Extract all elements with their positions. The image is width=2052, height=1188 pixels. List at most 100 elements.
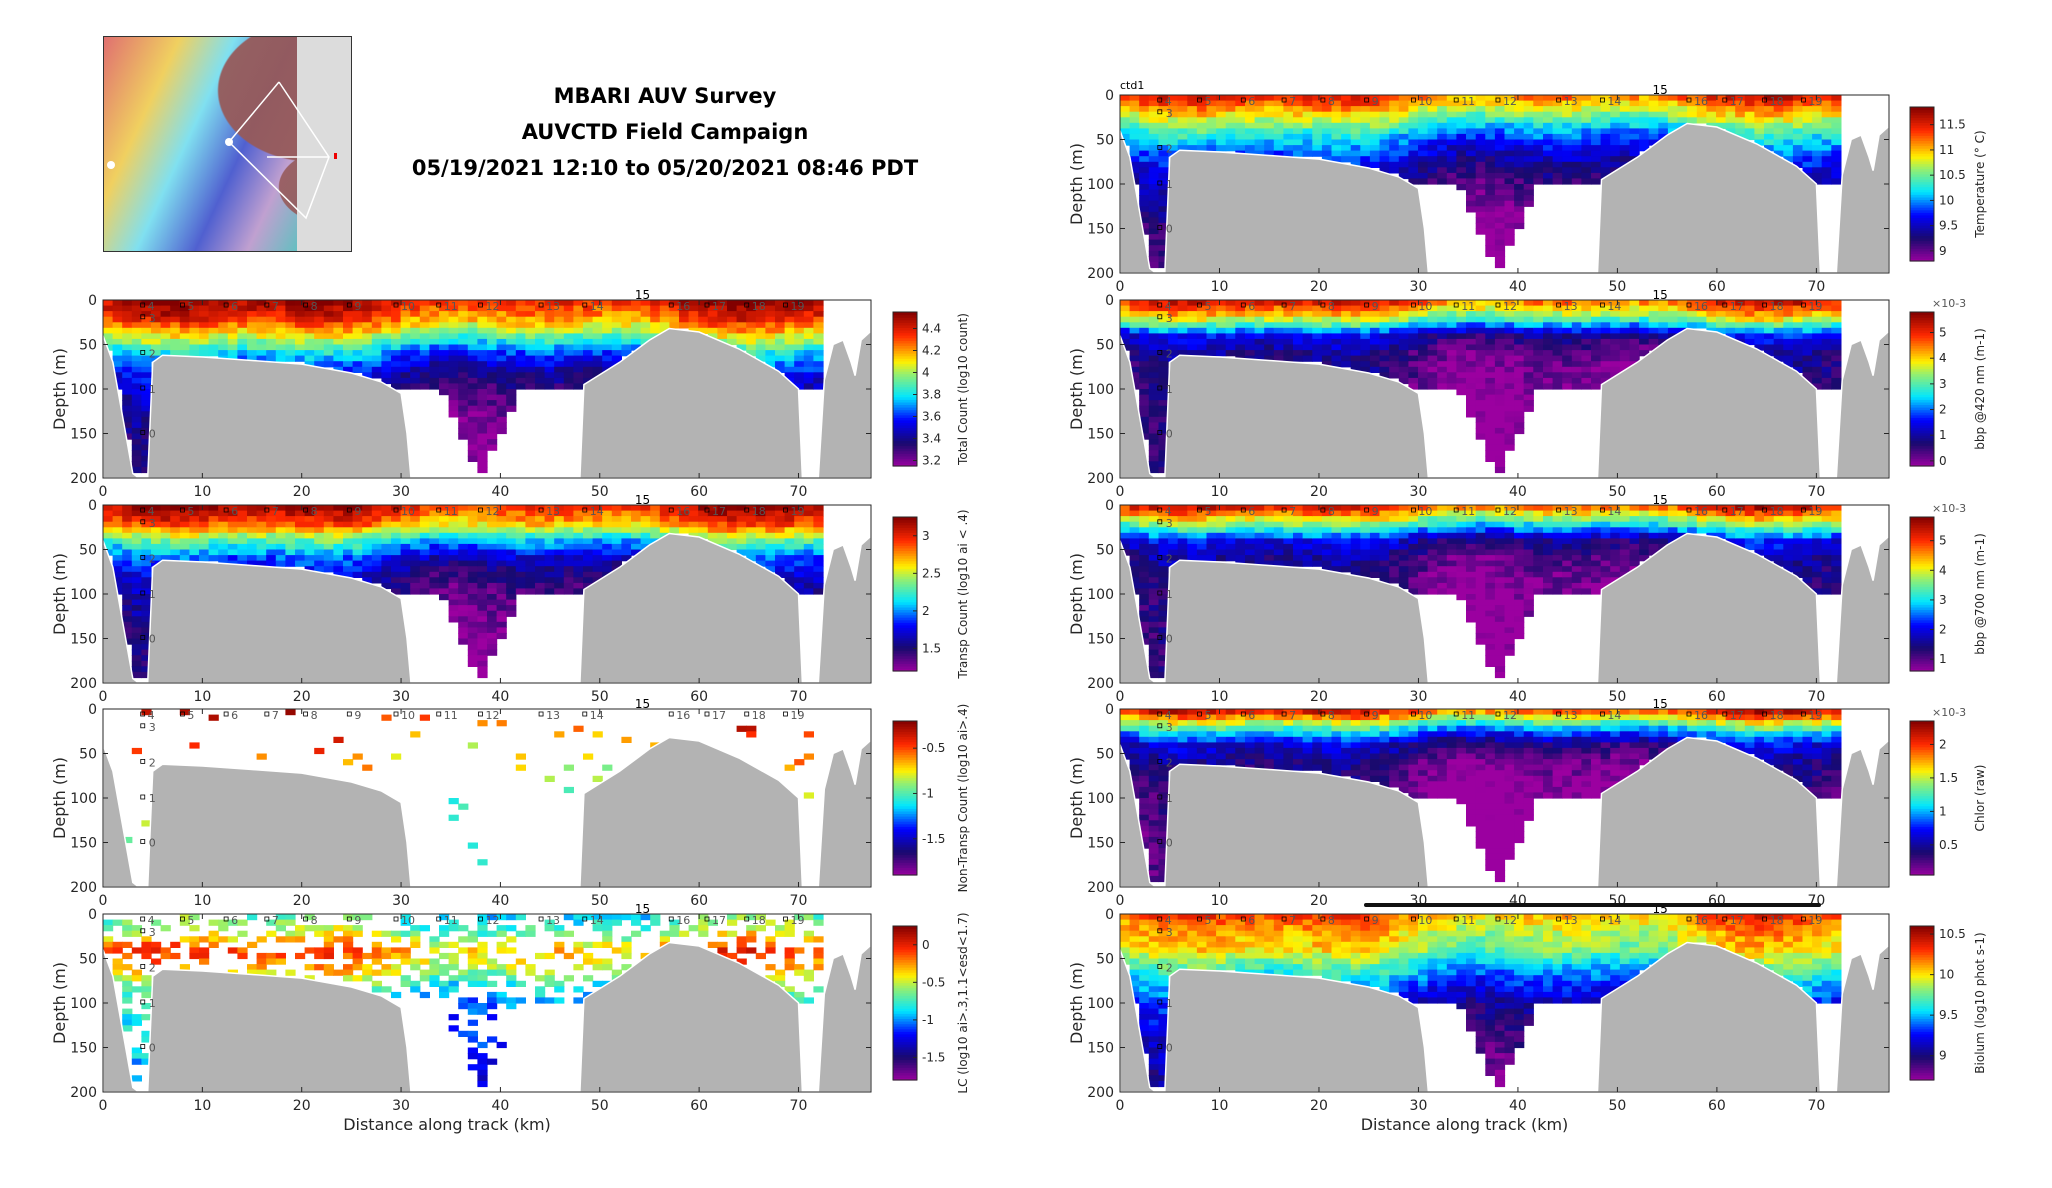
heatmap-cell bbox=[179, 316, 190, 323]
heatmap-cell bbox=[381, 555, 392, 562]
heatmap-cell bbox=[1494, 250, 1506, 257]
heatmap-cell bbox=[323, 516, 334, 523]
heatmap-cell bbox=[1466, 184, 1477, 191]
heatmap-cell bbox=[573, 300, 584, 307]
heatmap-cell bbox=[1437, 372, 1448, 379]
heatmap-cell bbox=[1398, 145, 1409, 152]
heatmap-cell bbox=[419, 555, 430, 562]
heatmap-cell bbox=[1168, 350, 1179, 357]
heatmap-cell bbox=[1812, 145, 1823, 152]
heatmap-cell bbox=[343, 311, 354, 318]
heatmap-cell bbox=[458, 627, 469, 634]
heatmap-cell bbox=[1148, 377, 1159, 385]
heatmap-cell bbox=[458, 333, 469, 340]
heatmap-cell bbox=[535, 588, 546, 595]
heatmap-cell bbox=[515, 366, 526, 373]
heatmap-cell bbox=[285, 333, 296, 340]
colorbar-segment bbox=[893, 997, 917, 1002]
heatmap-cell bbox=[1283, 139, 1294, 146]
heatmap-cell bbox=[1427, 300, 1438, 307]
heatmap-cell bbox=[112, 361, 123, 368]
heatmap-cell bbox=[1725, 111, 1736, 118]
heatmap-cell bbox=[1552, 122, 1563, 129]
heatmap-cell bbox=[650, 510, 661, 517]
heatmap-cell bbox=[1302, 344, 1313, 351]
heatmap-cell bbox=[400, 366, 411, 373]
heatmap-cell bbox=[1148, 184, 1159, 191]
heatmap-cell bbox=[371, 516, 382, 523]
bathymetry-seafloor bbox=[1596, 122, 1822, 274]
heatmap-cell bbox=[640, 322, 651, 329]
heatmap-cell bbox=[333, 538, 344, 545]
heatmap-cell bbox=[131, 1014, 142, 1021]
heatmap-cell bbox=[1158, 344, 1169, 351]
x-tick-label: 40 bbox=[491, 484, 509, 500]
x-tick-label: 10 bbox=[193, 689, 211, 705]
heatmap-cell bbox=[544, 516, 555, 523]
heatmap-cell bbox=[1196, 305, 1208, 312]
heatmap-cell bbox=[1456, 128, 1467, 135]
heatmap-cell bbox=[381, 549, 392, 556]
heatmap-cell bbox=[247, 543, 258, 551]
heatmap-cell bbox=[275, 958, 286, 965]
colorbar-segment bbox=[1910, 207, 1934, 211]
heatmap-cell bbox=[285, 516, 296, 523]
heatmap-cell bbox=[1245, 133, 1256, 141]
heatmap-cell bbox=[1360, 133, 1371, 141]
heatmap-cell bbox=[391, 538, 402, 545]
heatmap-cell bbox=[1504, 117, 1515, 124]
heatmap-cell bbox=[1466, 372, 1477, 379]
heatmap-cell bbox=[199, 527, 210, 534]
heatmap-cell bbox=[467, 936, 478, 943]
heatmap-cell bbox=[755, 543, 766, 551]
colorbar-segment bbox=[893, 1067, 917, 1071]
heatmap-cell bbox=[506, 377, 517, 385]
heatmap-cell bbox=[813, 958, 824, 965]
heatmap-cell bbox=[352, 316, 363, 323]
heatmap-cell bbox=[141, 416, 152, 423]
heatmap-cell bbox=[467, 532, 478, 539]
heatmap-cell bbox=[410, 958, 421, 965]
heatmap-cell bbox=[1369, 344, 1381, 351]
heatmap-cell bbox=[602, 521, 613, 528]
heatmap-cell bbox=[563, 300, 574, 307]
heatmap-cell bbox=[477, 947, 488, 954]
heatmap-cell bbox=[189, 532, 200, 539]
station-marker bbox=[1556, 97, 1562, 103]
heatmap-cell bbox=[323, 333, 334, 340]
station-marker bbox=[744, 916, 750, 922]
heatmap-cell bbox=[506, 549, 517, 556]
heatmap-cell bbox=[448, 964, 459, 971]
heatmap-cell bbox=[1418, 178, 1429, 185]
heatmap-cell bbox=[544, 997, 555, 1004]
heatmap-cell bbox=[1802, 128, 1813, 135]
heatmap-cell bbox=[1225, 327, 1236, 334]
heatmap-cell bbox=[237, 350, 248, 357]
heatmap-cell bbox=[1831, 178, 1842, 185]
heatmap-cell bbox=[1196, 322, 1208, 329]
heatmap-cell bbox=[496, 560, 507, 567]
heatmap-cell bbox=[1475, 433, 1486, 440]
heatmap-cell bbox=[141, 566, 152, 573]
heatmap-cell bbox=[794, 505, 805, 512]
heatmap-cell bbox=[563, 577, 574, 584]
heatmap-cell bbox=[1350, 161, 1361, 168]
heatmap-cell bbox=[1148, 178, 1159, 185]
heatmap-cell bbox=[544, 969, 555, 976]
heatmap-cell bbox=[199, 316, 210, 323]
colorbar-segment bbox=[893, 956, 917, 960]
heatmap-cell bbox=[247, 527, 258, 534]
heatmap-cell bbox=[803, 355, 814, 362]
colorbar-segment bbox=[893, 542, 917, 546]
heatmap-cell bbox=[333, 344, 344, 351]
heatmap-cell bbox=[573, 986, 584, 993]
heatmap-cell bbox=[1148, 305, 1159, 312]
heatmap-cell bbox=[179, 549, 190, 556]
heatmap-cell bbox=[1735, 117, 1746, 124]
heatmap-cell bbox=[467, 1019, 478, 1026]
heatmap-cell bbox=[746, 914, 757, 921]
colorbar-label: Transp Count (log10 ai < .4) bbox=[956, 509, 970, 679]
heatmap-cell bbox=[1264, 150, 1275, 157]
heatmap-cell bbox=[371, 355, 382, 362]
heatmap-cell bbox=[1369, 133, 1381, 141]
